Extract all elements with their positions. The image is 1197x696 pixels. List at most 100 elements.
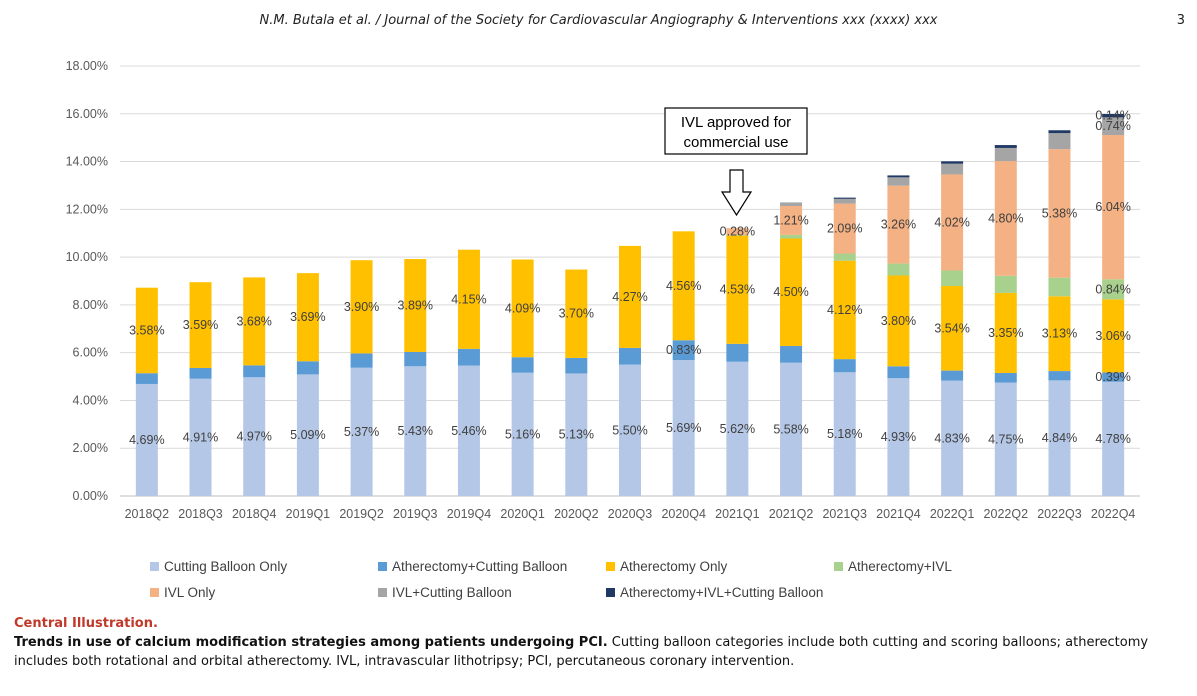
bar-segment <box>726 343 749 362</box>
data-label: 5.13% <box>559 428 594 442</box>
data-label: 3.70% <box>559 307 594 321</box>
data-label: 2.09% <box>827 222 862 236</box>
data-label: 3.06% <box>1095 329 1130 343</box>
legend-swatch <box>150 562 159 571</box>
x-tick-label: 2019Q2 <box>339 507 384 521</box>
bar-segment <box>189 282 212 368</box>
bar-segment <box>780 205 803 235</box>
data-label: 5.16% <box>505 427 540 441</box>
data-label: 0.83% <box>666 343 701 357</box>
legend-label: Atherectomy+IVL+Cutting Balloon <box>620 585 823 600</box>
bar-segment <box>1048 371 1071 381</box>
data-label: 4.02% <box>934 215 969 229</box>
legend-swatch <box>378 588 387 597</box>
data-label: 5.62% <box>720 422 755 436</box>
bar-segment <box>994 275 1017 293</box>
x-tick-label: 2021Q3 <box>822 507 867 521</box>
bar-segment <box>726 228 749 235</box>
bar-segment <box>135 383 158 496</box>
bar-segment <box>994 147 1017 162</box>
caption-bold-lead: Trends in use of calcium modification st… <box>14 635 608 650</box>
data-label: 5.18% <box>827 427 862 441</box>
bar-segment <box>941 270 964 287</box>
data-label: 3.69% <box>290 310 325 324</box>
bar-segment <box>1048 296 1071 372</box>
y-tick-label: 4.00% <box>73 393 108 407</box>
bar-segment <box>941 370 964 381</box>
x-tick-label: 2019Q4 <box>447 507 492 521</box>
data-label: 0.84% <box>1095 282 1130 296</box>
x-tick-label: 2022Q2 <box>984 507 1029 521</box>
bar-segment <box>404 351 427 367</box>
legend-label: Atherectomy+Cutting Balloon <box>392 559 567 574</box>
bar-segment <box>457 249 480 349</box>
bar-segment <box>833 260 856 360</box>
x-tick-label: 2021Q2 <box>769 507 814 521</box>
y-tick-label: 0.00% <box>73 489 108 503</box>
bar-segment <box>672 231 695 341</box>
data-label: 5.50% <box>612 423 647 437</box>
bar-segment <box>887 185 910 264</box>
x-tick-label: 2020Q2 <box>554 507 599 521</box>
bar-segment <box>1048 133 1071 150</box>
data-label: 3.80% <box>881 314 916 328</box>
y-tick-label: 16.00% <box>66 107 108 121</box>
bar-segment <box>994 292 1017 373</box>
data-label: 4.78% <box>1095 432 1130 446</box>
x-tick-label: 2018Q4 <box>232 507 277 521</box>
data-label: 4.12% <box>827 303 862 317</box>
bar-segment <box>672 340 695 361</box>
data-label: 4.93% <box>881 430 916 444</box>
data-label: 4.09% <box>505 301 540 315</box>
bar-segment <box>941 286 964 371</box>
bar-segment <box>1102 135 1125 280</box>
data-label: 4.69% <box>129 433 164 447</box>
bar-segment <box>780 234 803 239</box>
bar-segment <box>1102 299 1125 373</box>
data-label: 4.15% <box>451 292 486 306</box>
bar-segment <box>994 145 1017 148</box>
legend-swatch <box>606 562 615 571</box>
bar-segment <box>941 163 964 175</box>
bar-segment <box>457 365 480 496</box>
ivl-approval-annotation: IVL approved for commercial use <box>664 107 808 217</box>
bar-segment <box>404 259 427 352</box>
legend-label: IVL+Cutting Balloon <box>392 585 512 600</box>
bar-segment <box>350 353 373 368</box>
x-tick-label: 2018Q2 <box>125 507 170 521</box>
data-label: 3.54% <box>934 321 969 335</box>
bar-segment <box>243 277 266 366</box>
data-label: 4.97% <box>236 430 271 444</box>
data-label: 6.04% <box>1095 200 1130 214</box>
bar-segment <box>833 359 856 373</box>
legend-label: IVL Only <box>164 585 216 600</box>
bar-segment <box>726 234 749 236</box>
x-tick-label: 2021Q1 <box>715 507 760 521</box>
data-label: 4.80% <box>988 211 1023 225</box>
stacked-bar-chart: 4.69% 3.58% 4.91% 3.59% 4.97% 3.68% 5.09% 3.69%… <box>66 59 1140 600</box>
x-tick-label: 2022Q3 <box>1037 507 1082 521</box>
bar-segment <box>135 287 158 374</box>
running-header: N.M. Butala et al. / Journal of the Soci… <box>0 13 1197 33</box>
y-tick-label: 10.00% <box>66 250 108 264</box>
bar-segment <box>994 372 1017 383</box>
data-label: 3.68% <box>236 314 271 328</box>
legend-swatch <box>834 562 843 571</box>
bar-segment <box>619 347 641 365</box>
data-label: 4.27% <box>612 290 647 304</box>
bar-segment <box>887 263 910 276</box>
bar-segment <box>296 361 319 375</box>
bar-segment <box>1102 117 1125 136</box>
x-tick-label: 2020Q4 <box>661 507 706 521</box>
down-arrow-icon <box>720 169 753 217</box>
bar-segment <box>565 373 588 496</box>
bar-segment <box>941 380 964 496</box>
bar-segment <box>941 161 964 164</box>
bar-segment <box>243 377 266 496</box>
data-label: 4.83% <box>934 431 969 445</box>
data-label: 0.14% <box>1095 109 1130 123</box>
figure-caption: Central Illustration. Trends in use of c… <box>14 614 1189 671</box>
bar-segment <box>511 372 534 496</box>
bar-segment <box>296 273 319 362</box>
bar-segment <box>565 269 588 358</box>
